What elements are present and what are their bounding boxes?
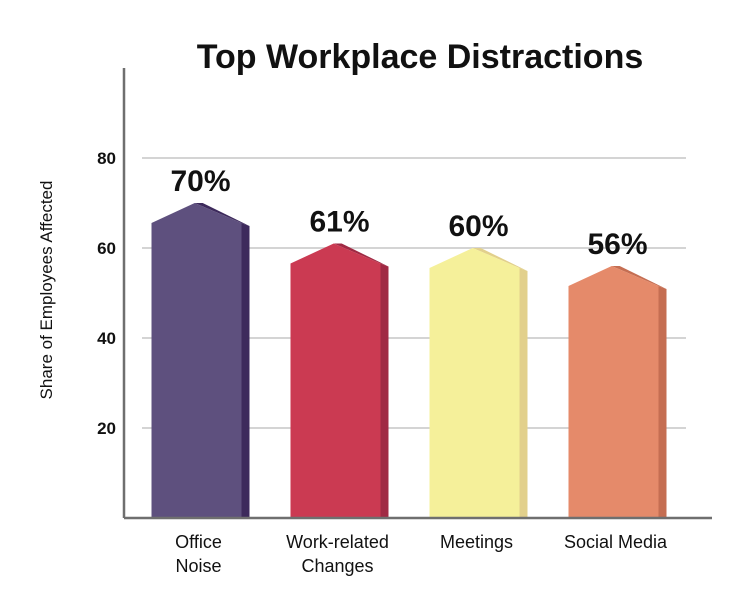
category-label: Work-related bbox=[286, 532, 389, 552]
y-tick-label: 80 bbox=[97, 149, 116, 168]
bar-front bbox=[290, 243, 381, 518]
bar-3 bbox=[429, 248, 528, 518]
bar-roof-side bbox=[333, 243, 389, 267]
category-label: Office bbox=[175, 532, 222, 552]
bar-front bbox=[429, 248, 520, 518]
bar-roof-side bbox=[611, 266, 667, 289]
bars bbox=[151, 203, 667, 518]
bar-roof-side bbox=[194, 203, 250, 226]
bar-side bbox=[658, 286, 667, 518]
bar-front bbox=[151, 203, 242, 518]
bar-4 bbox=[568, 266, 667, 518]
category-label: Noise bbox=[175, 556, 221, 576]
category-label: Meetings bbox=[440, 532, 513, 552]
value-label: 70% bbox=[170, 165, 230, 198]
bar-side bbox=[519, 268, 528, 518]
y-axis-ticks: 20 40 60 80 bbox=[97, 149, 116, 438]
y-tick-label: 60 bbox=[97, 239, 116, 258]
category-label: Social Media bbox=[564, 532, 668, 552]
value-label: 61% bbox=[309, 206, 369, 239]
chart-title: Top Workplace Distractions bbox=[197, 38, 644, 76]
category-label: Changes bbox=[301, 556, 373, 576]
bar-side bbox=[380, 263, 389, 518]
y-tick-label: 40 bbox=[97, 329, 116, 348]
y-axis-label: Share of Employees Affected bbox=[37, 181, 56, 400]
y-tick-label: 20 bbox=[97, 419, 116, 438]
bar-side bbox=[241, 223, 250, 518]
value-label: 56% bbox=[587, 228, 647, 261]
bar-2 bbox=[290, 243, 389, 518]
value-labels: 70% 61% 60% 56% bbox=[170, 165, 647, 261]
bar-front bbox=[568, 266, 659, 518]
value-label: 60% bbox=[448, 210, 508, 243]
bar-1 bbox=[151, 203, 250, 518]
bar-roof-side bbox=[472, 248, 528, 271]
category-labels: Office Noise Work-related Changes Meetings So… bbox=[175, 532, 668, 576]
